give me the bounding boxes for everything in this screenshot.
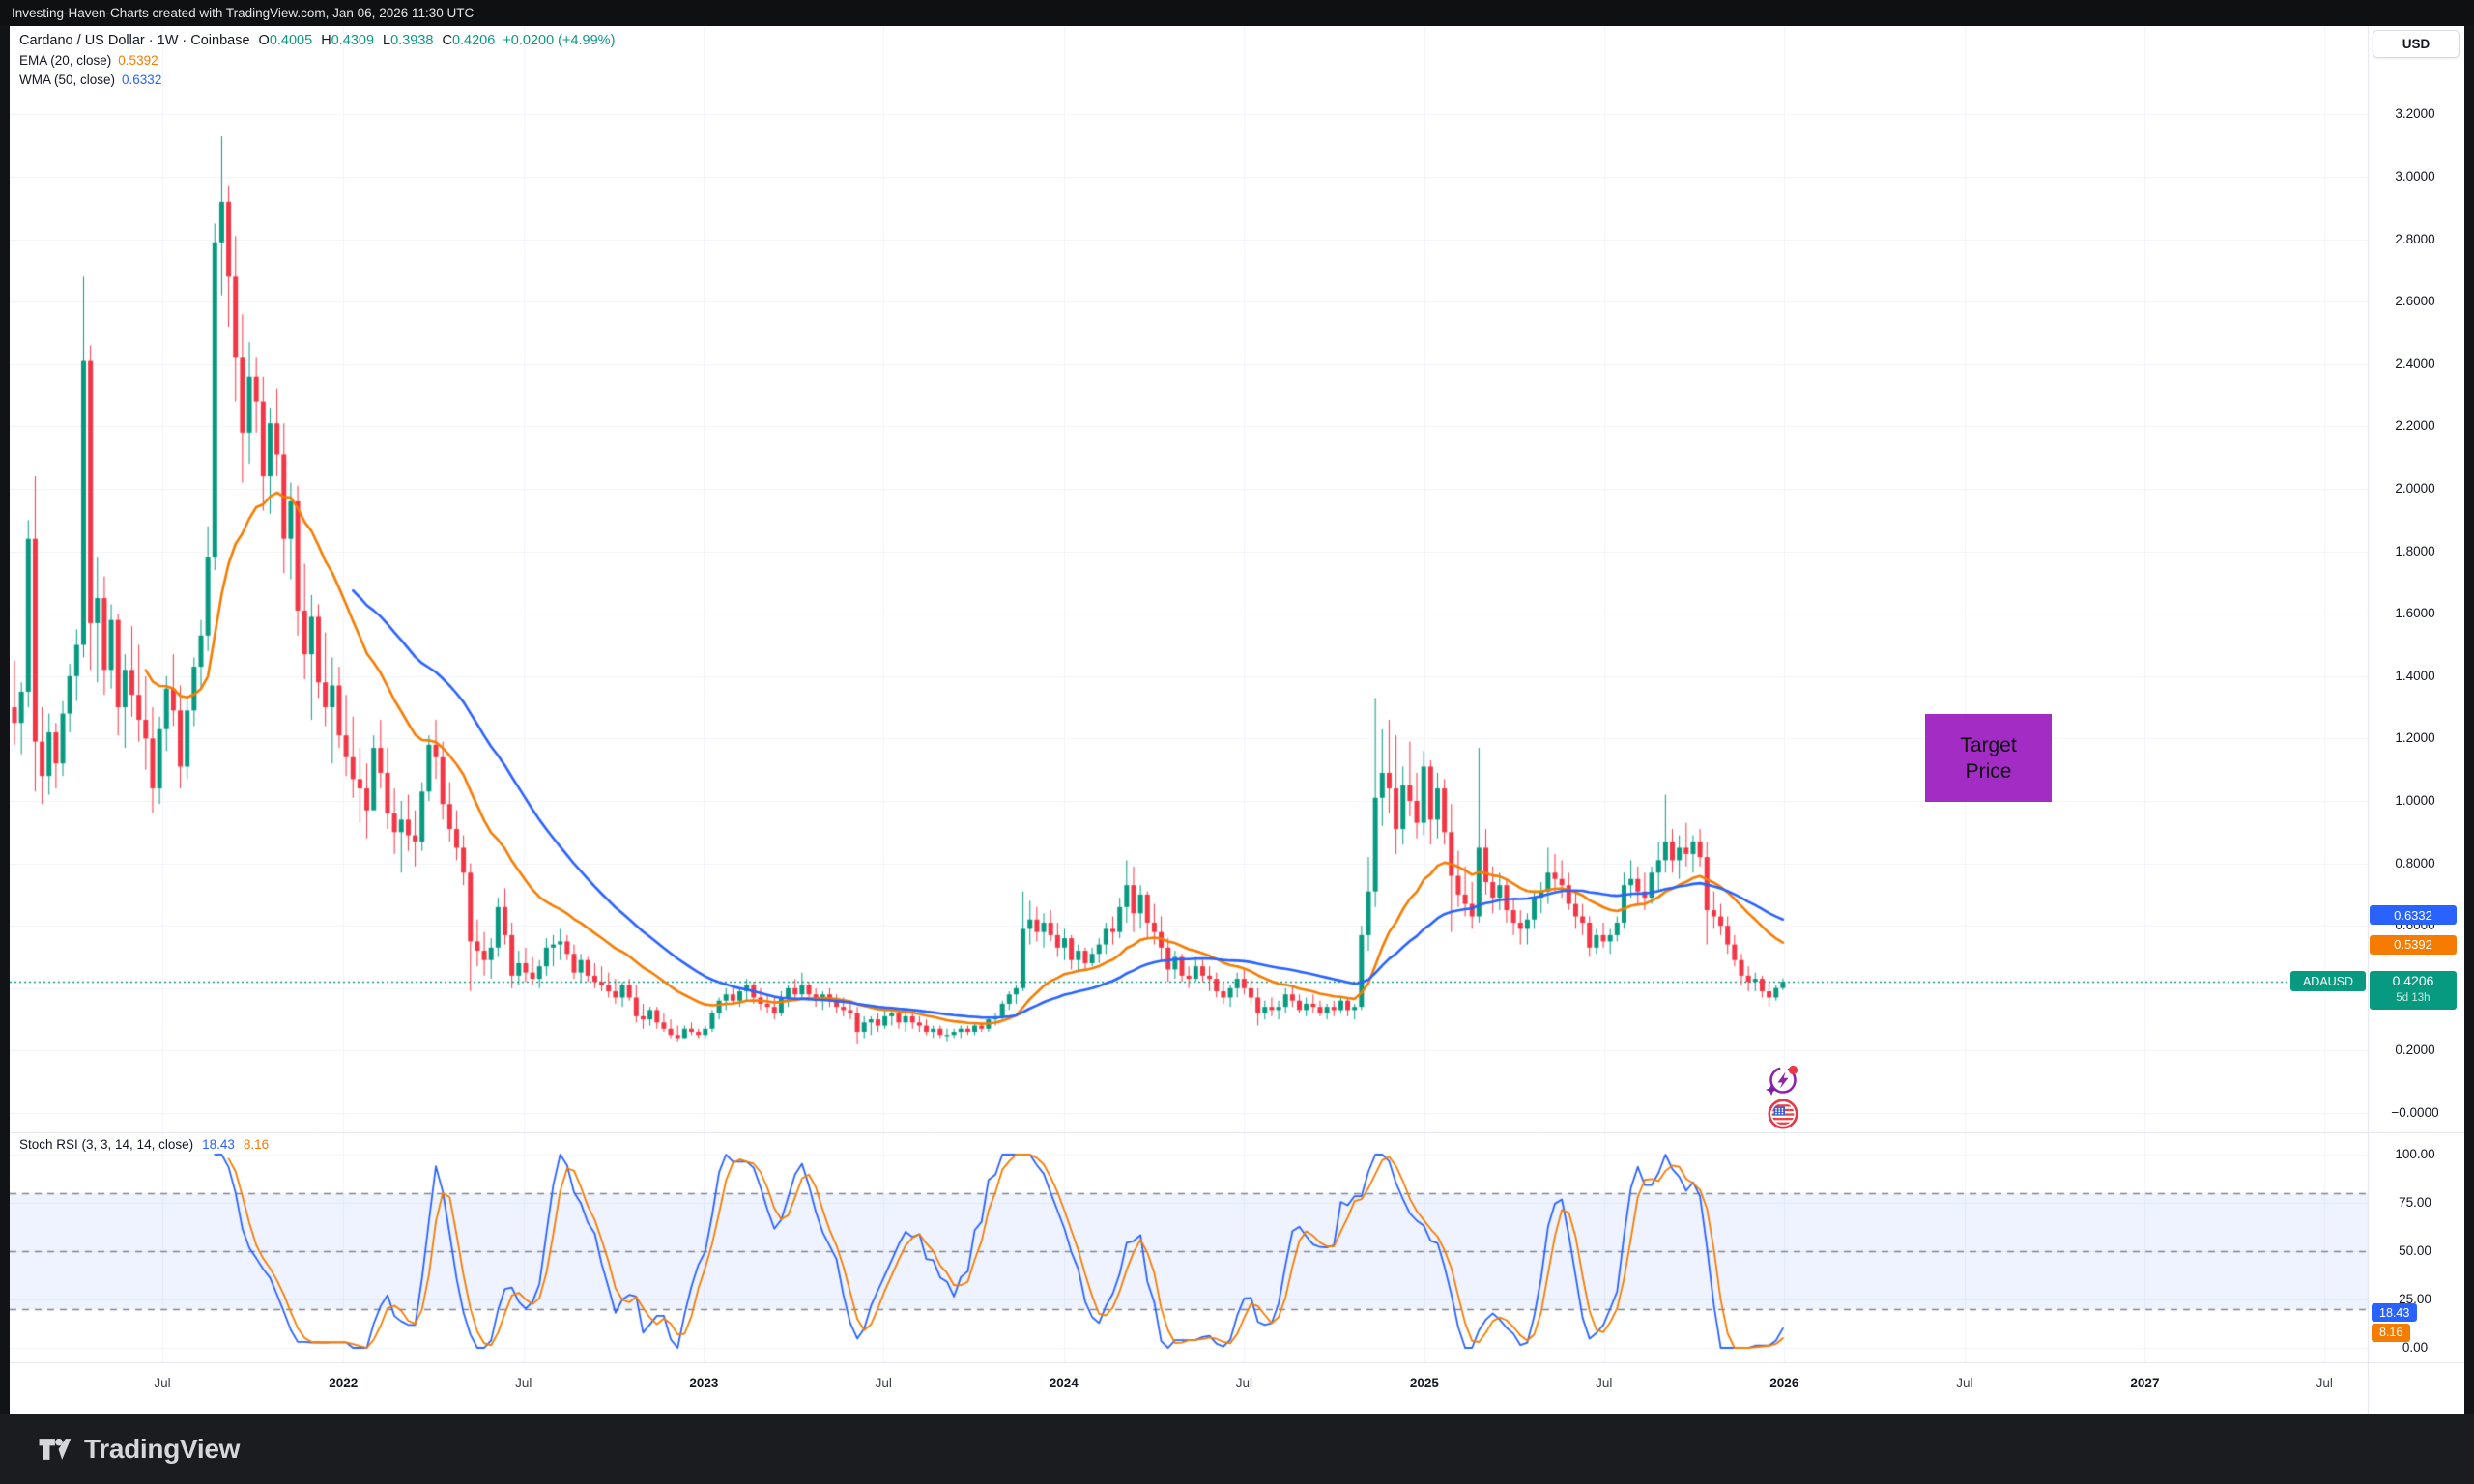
price-tick-label: 1.2000 [2395, 730, 2435, 746]
price-tick-label: 2.8000 [2395, 231, 2435, 246]
time-tick-label: 2026 [1769, 1376, 1799, 1390]
ema-indicator-name[interactable]: EMA (20, close) [19, 53, 112, 68]
stoch-rsi-k-axis-label: 18.43 [2372, 1303, 2418, 1323]
rsi-tick-label: 25.00 [2399, 1292, 2431, 1306]
rsi-tick-label: 75.00 [2399, 1195, 2431, 1210]
ohlc-close-value: 0.4206 [451, 33, 496, 48]
time-tick-label: Jul [2316, 1376, 2333, 1390]
time-tick-label: Jul [515, 1376, 532, 1390]
symbol-title[interactable]: Cardano / US Dollar · 1W · Coinbase [19, 33, 250, 48]
time-tick-label: 2022 [329, 1376, 359, 1390]
price-tick-label: 1.4000 [2395, 668, 2435, 683]
ohlc-high-key: H [321, 33, 331, 48]
price-tick-label: 1.0000 [2395, 793, 2435, 808]
target-price-line2: Price [1965, 759, 2012, 783]
ohlc-high-value: 0.4309 [331, 33, 375, 48]
rsi-tick-label: 0.00 [2402, 1340, 2429, 1355]
chart-frame: Cardano / US Dollar · 1W · Coinbase O 0.4… [10, 26, 2464, 1414]
target-price-box[interactable]: Target Price [1925, 714, 2052, 802]
stoch-rsi-indicator-name[interactable]: Stoch RSI (3, 3, 14, 14, close) [19, 1137, 194, 1152]
price-chart-canvas[interactable] [10, 26, 2464, 1414]
price-tick-label: −0.0000 [2391, 1105, 2439, 1120]
symbol-tag-label: ADAUSD [2290, 971, 2366, 992]
time-tick-label: Jul [1235, 1376, 1252, 1390]
symbol-legend-row[interactable]: Cardano / US Dollar · 1W · Coinbase O 0.4… [19, 31, 615, 50]
bar-countdown: 5d 13h [2396, 992, 2431, 1005]
ohlc-low-value: 0.3938 [390, 33, 434, 48]
ai-event-icon[interactable] [1766, 1063, 1800, 1098]
ohlc-open-value: 0.4005 [269, 33, 313, 48]
time-tick-label: Jul [875, 1376, 892, 1390]
price-tick-label: 0.8000 [2395, 855, 2435, 870]
rsi-tick-label: 100.00 [2395, 1147, 2435, 1161]
tradingview-logo-mark [39, 1438, 72, 1460]
wma-legend-row[interactable]: WMA (50, close) 0.6332 [19, 71, 615, 89]
time-tick-label: 2023 [689, 1376, 719, 1390]
ema-legend-row[interactable]: EMA (20, close) 0.5392 [19, 51, 615, 70]
price-tick-label: 1.8000 [2395, 543, 2435, 558]
ohlc-open-key: O [258, 33, 270, 48]
wma-indicator-value: 0.6332 [122, 72, 162, 87]
price-tick-label: 2.0000 [2395, 481, 2435, 496]
change-value: +0.0200 (+4.99%) [503, 33, 616, 48]
ohlc-close-key: C [442, 33, 452, 48]
stoch-rsi-k-value: 18.43 [202, 1137, 235, 1152]
price-tick-label: 3.2000 [2395, 106, 2435, 122]
snapshot-title-text: Investing-Haven-Charts created with Trad… [12, 6, 475, 20]
last-price-label: 0.4206 5d 13h [2370, 971, 2457, 1011]
ema-price-label: 0.5392 [2370, 934, 2457, 955]
time-tick-label: Jul [1596, 1376, 1613, 1390]
price-tick-label: 2.2000 [2395, 418, 2435, 434]
stoch-rsi-d-value: 8.16 [243, 1137, 270, 1152]
ema-indicator-value: 0.5392 [118, 53, 158, 68]
wma-price-label: 0.6332 [2370, 905, 2457, 926]
price-tick-label: 0.2000 [2395, 1042, 2435, 1058]
price-tick-label: 2.4000 [2395, 356, 2435, 371]
bottom-brand-bar: TradingView [0, 1414, 2474, 1484]
snapshot-title-bar: Investing-Haven-Charts created with Trad… [0, 0, 2474, 26]
tradingview-logo[interactable]: TradingView [35, 1430, 240, 1469]
time-tick-label: 2024 [1049, 1376, 1079, 1390]
currency-button[interactable]: USD [2373, 30, 2460, 58]
tradingview-logo-text: TradingView [84, 1434, 241, 1464]
time-tick-label: 2027 [2130, 1376, 2160, 1390]
stoch-rsi-d-axis-label: 8.16 [2372, 1323, 2411, 1342]
time-tick-label: Jul [1956, 1376, 1973, 1390]
ohlc-low-key: L [383, 33, 391, 48]
target-price-line1: Target [1960, 733, 2017, 756]
stoch-rsi-legend-row[interactable]: Stoch RSI (3, 3, 14, 14, close) 18.43 8.… [19, 1137, 269, 1152]
price-tick-label: 3.0000 [2395, 169, 2435, 184]
last-price-value: 0.4206 [2392, 973, 2434, 989]
rsi-tick-label: 50.00 [2399, 1243, 2431, 1258]
time-tick-label: 2025 [1409, 1376, 1439, 1390]
wma-indicator-name[interactable]: WMA (50, close) [19, 72, 116, 87]
time-tick-label: Jul [154, 1376, 171, 1390]
price-tick-label: 2.6000 [2395, 294, 2435, 309]
chart-legend[interactable]: Cardano / US Dollar · 1W · Coinbase O 0.4… [19, 31, 615, 89]
price-tick-label: 1.6000 [2395, 606, 2435, 621]
us-economic-event-icon[interactable] [1768, 1099, 1798, 1129]
